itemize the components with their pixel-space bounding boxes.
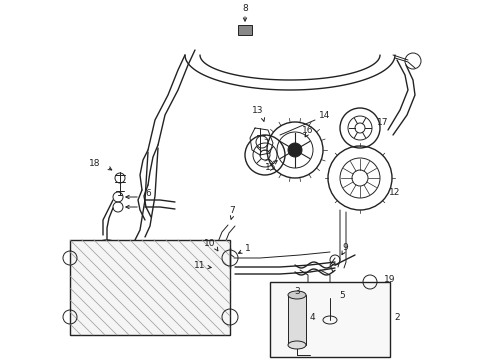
Text: 4: 4 xyxy=(309,314,315,323)
Ellipse shape xyxy=(288,291,306,299)
Text: 19: 19 xyxy=(384,274,396,284)
Text: 14: 14 xyxy=(319,111,331,120)
Text: 13: 13 xyxy=(252,105,264,114)
Text: 9: 9 xyxy=(342,243,348,252)
Circle shape xyxy=(288,143,302,157)
Text: 15: 15 xyxy=(265,162,277,171)
Text: 10: 10 xyxy=(204,239,216,248)
Ellipse shape xyxy=(288,341,306,349)
Bar xyxy=(270,282,390,357)
Bar xyxy=(70,240,230,335)
Text: 12: 12 xyxy=(390,188,401,197)
Text: 6: 6 xyxy=(145,189,151,198)
Text: 17: 17 xyxy=(377,117,389,126)
Text: 18: 18 xyxy=(89,158,101,167)
Text: 8: 8 xyxy=(242,4,248,13)
Text: 5: 5 xyxy=(339,291,345,300)
Text: 11: 11 xyxy=(194,261,206,270)
Text: 7: 7 xyxy=(229,206,235,215)
Text: 16: 16 xyxy=(302,126,314,135)
Bar xyxy=(288,295,306,345)
Text: 1: 1 xyxy=(245,243,251,252)
Text: 2: 2 xyxy=(394,314,400,323)
Bar xyxy=(238,25,252,35)
Text: 3: 3 xyxy=(294,288,300,297)
